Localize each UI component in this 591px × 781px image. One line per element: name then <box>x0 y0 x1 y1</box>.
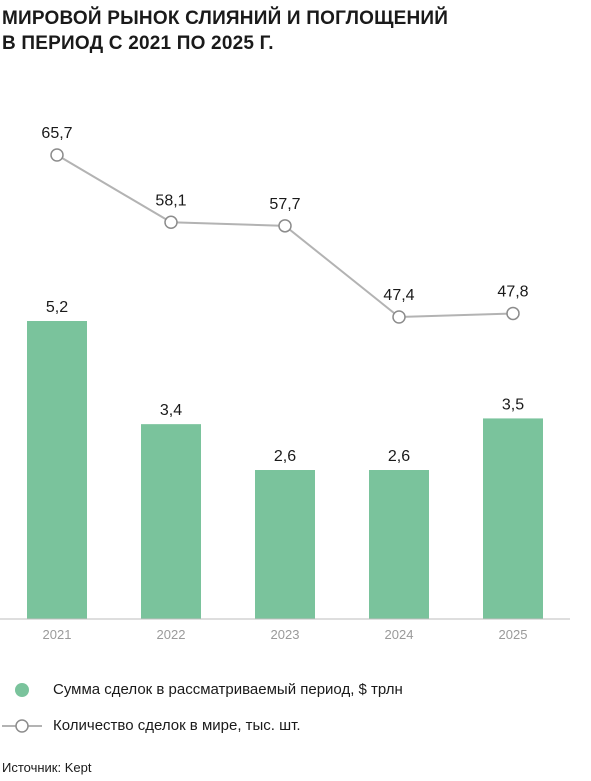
bar-2021 <box>27 321 87 619</box>
line-value-label-2022: 58,1 <box>155 192 186 209</box>
legend-item-bar: Сумма сделок в рассматриваемый период, $… <box>0 678 560 702</box>
bar-value-label-2024: 2,6 <box>388 448 410 465</box>
legend-bar-swatch <box>15 683 29 697</box>
line-point-2022 <box>164 215 178 230</box>
source-note: Источник: Kept <box>2 760 92 775</box>
line-value-label-2021: 65,7 <box>41 125 72 142</box>
x-tick-label-2023: 2023 <box>271 627 300 642</box>
chart-title-line-2: В ПЕРИОД С 2021 ПО 2025 Г. <box>2 33 274 54</box>
x-tick-label-2022: 2022 <box>157 627 186 642</box>
bar-value-label-2021: 5,2 <box>46 299 68 316</box>
line-point-2023 <box>278 219 292 233</box>
legend-item-line: Количество сделок в мире, тыс. шт. <box>0 714 560 738</box>
bar-value-label-2022: 3,4 <box>160 402 182 419</box>
bar-2024 <box>369 470 429 619</box>
line-value-label-2025: 47,8 <box>497 283 528 300</box>
bar-value-label-2025: 3,5 <box>502 396 524 413</box>
line-point-2021 <box>50 148 64 162</box>
bar-2023 <box>255 470 315 619</box>
x-tick-label-2024: 2024 <box>385 627 414 642</box>
chart-title-line-1: МИРОВОЙ РЫНОК СЛИЯНИЙ И ПОГЛОЩЕНИЙ <box>2 8 449 29</box>
line-point-2025 <box>506 306 520 321</box>
chart-plot: 5,2 2021 3,4 2022 2,6 2023 2,6 2024 3,5 2025 65,7 5… <box>0 125 570 642</box>
series-line-count <box>56 154 514 319</box>
legend-line-swatch <box>2 719 42 733</box>
x-tick-label-2021: 2021 <box>43 627 72 642</box>
bar-value-label-2023: 2,6 <box>274 448 296 465</box>
bar-2025 <box>483 418 543 619</box>
line-point-2024 <box>392 310 406 324</box>
legend-line-label: Количество сделок в мире, тыс. шт. <box>53 717 301 734</box>
line-value-label-2023: 57,7 <box>269 196 300 213</box>
chart-title: МИРОВОЙ РЫНОК СЛИЯНИЙ И ПОГЛОЩЕНИЙ В ПЕР… <box>2 6 582 56</box>
bar-2022 <box>141 424 201 619</box>
x-tick-label-2025: 2025 <box>499 627 528 642</box>
legend-bar-label: Сумма сделок в рассматриваемый период, $… <box>53 681 403 698</box>
line-value-label-2024: 47,4 <box>383 287 414 304</box>
